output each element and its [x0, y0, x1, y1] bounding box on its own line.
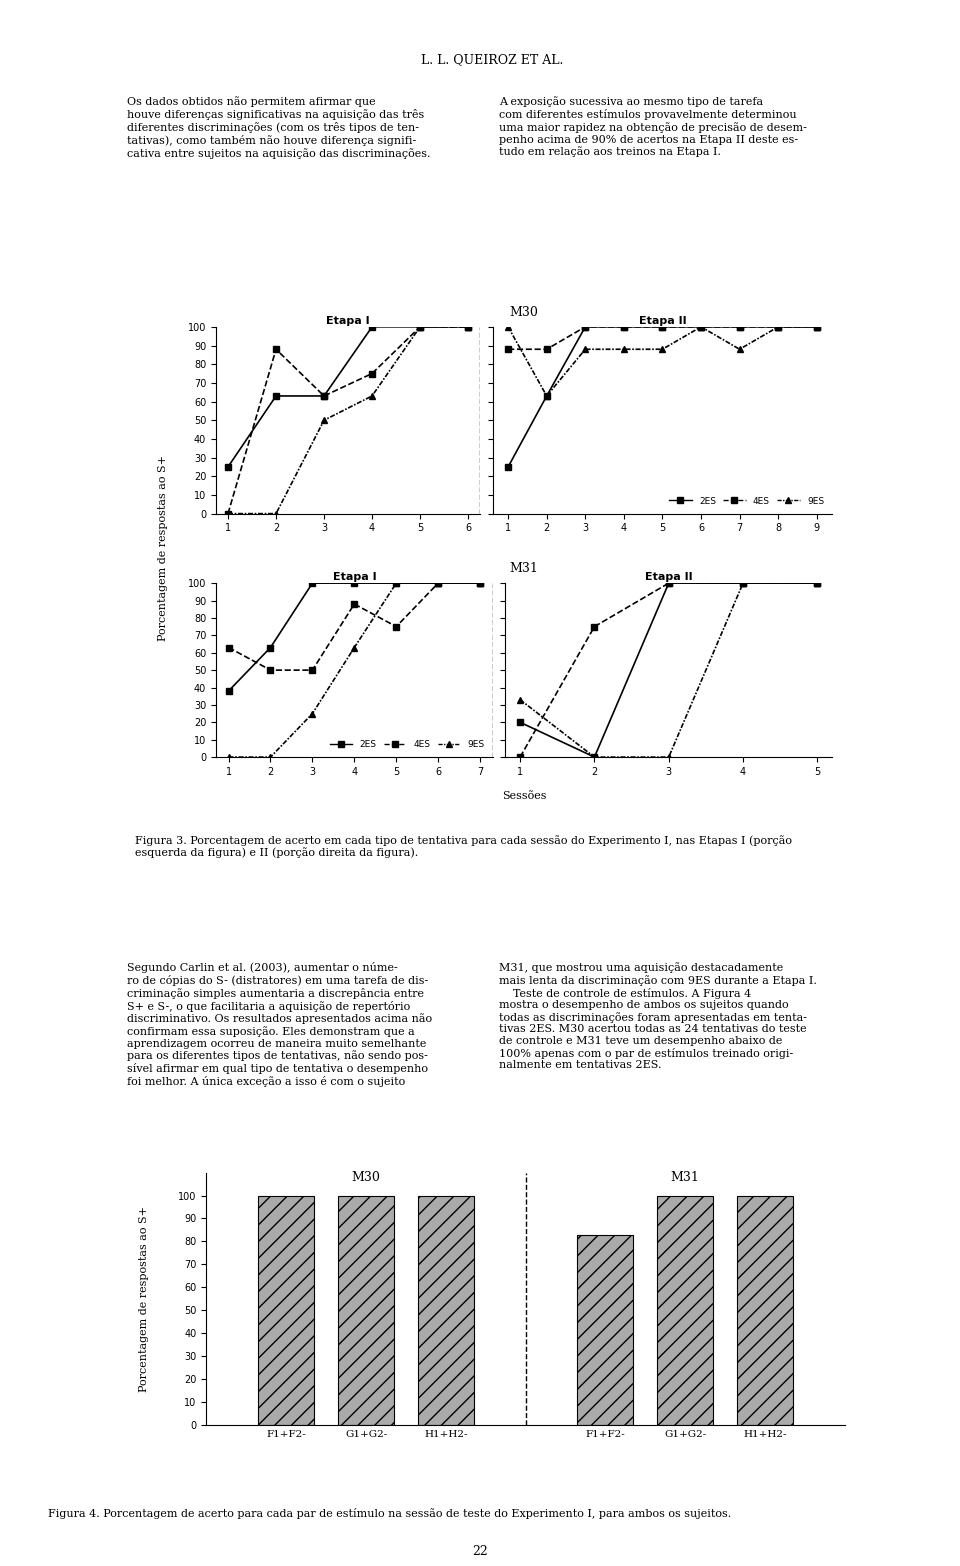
Text: M30: M30	[351, 1171, 380, 1184]
Bar	[418, 1195, 473, 1425]
Bar	[737, 1195, 793, 1425]
Text: L. L. QUEIROZ ET AL.: L. L. QUEIROZ ET AL.	[420, 53, 564, 66]
Text: Segundo Carlin et al. (2003), aumentar o núme-
ro de cópias do S- (distratores) : Segundo Carlin et al. (2003), aumentar o…	[128, 962, 433, 1087]
Text: M31, que mostrou uma aquisição destacadamente
mais lenta da discriminação com 9E: M31, que mostrou uma aquisição destacada…	[499, 962, 817, 1070]
Text: Os dados obtidos não permitem afirmar que
houve diferenças significativas na aqu: Os dados obtidos não permitem afirmar qu…	[128, 97, 431, 158]
Text: M31: M31	[671, 1171, 700, 1184]
Bar	[338, 1195, 394, 1425]
Title: Etapa I: Etapa I	[332, 572, 376, 583]
Title: Etapa II: Etapa II	[645, 572, 692, 583]
Legend: 2ES, 4ES, 9ES: 2ES, 4ES, 9ES	[326, 736, 488, 753]
Text: 22: 22	[472, 1546, 488, 1558]
Text: Figura 3. Porcentagem de acerto em cada tipo de tentativa para cada sessão do Ex: Figura 3. Porcentagem de acerto em cada …	[134, 835, 792, 858]
Title: Etapa II: Etapa II	[638, 316, 686, 326]
Text: Sessões: Sessões	[502, 791, 546, 802]
Legend: 2ES, 4ES, 9ES: 2ES, 4ES, 9ES	[665, 493, 828, 509]
Text: A exposição sucessiva ao mesmo tipo de tarefa
com diferentes estímulos provavelm: A exposição sucessiva ao mesmo tipo de t…	[499, 97, 807, 157]
Bar	[258, 1195, 314, 1425]
Text: M31: M31	[510, 562, 539, 575]
Text: Figura 4. Porcentagem de acerto para cada par de estímulo na sessão de teste do : Figura 4. Porcentagem de acerto para cad…	[48, 1508, 732, 1519]
Text: Porcentagem de respostas ao S+: Porcentagem de respostas ao S+	[139, 1206, 149, 1392]
Bar	[658, 1195, 713, 1425]
Text: M30: M30	[510, 305, 539, 319]
Title: Etapa I: Etapa I	[326, 316, 370, 326]
Bar	[578, 1234, 634, 1425]
Text: Porcentagem de respostas ao S+: Porcentagem de respostas ao S+	[158, 456, 168, 642]
